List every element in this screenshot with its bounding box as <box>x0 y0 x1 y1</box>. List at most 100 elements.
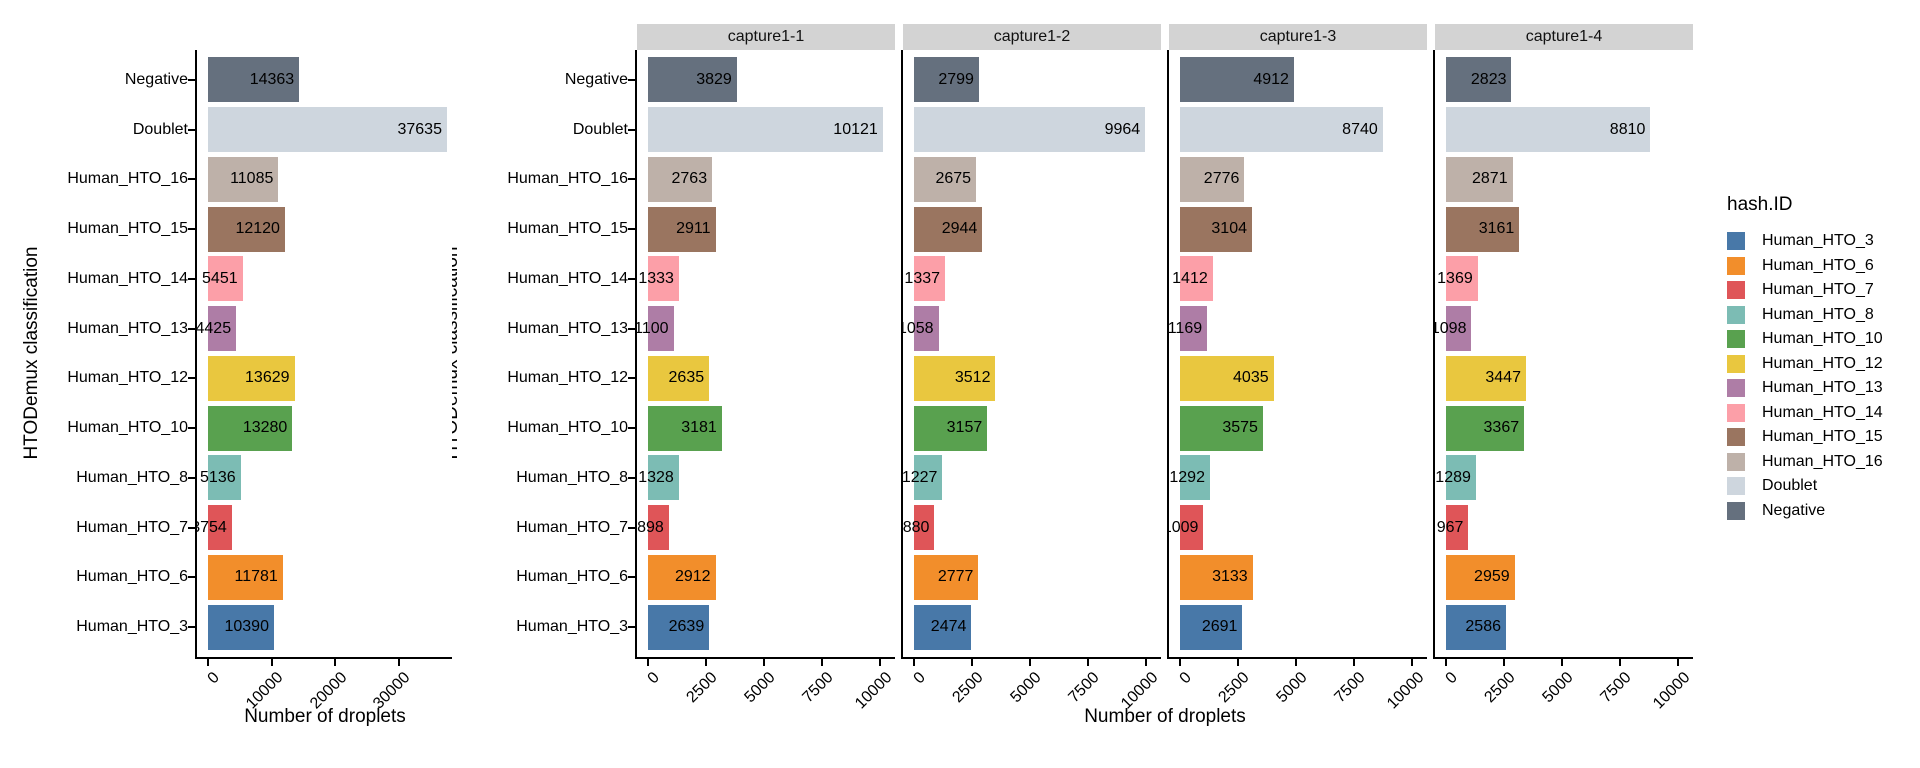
category-label-doublet-overall: Doublet <box>132 120 188 138</box>
y-axis-line-capture1-3 <box>1167 50 1169 659</box>
y-tick-mark <box>628 427 635 430</box>
category-label-human_hto_13-facets: Human_HTO_13 <box>507 319 628 337</box>
y-tick-mark <box>188 128 195 131</box>
x-tick-mark <box>705 659 707 666</box>
bar-value-label: 3133 <box>1212 568 1248 586</box>
x-tick-mark <box>1237 659 1239 666</box>
bar-value-label: 2763 <box>671 170 708 188</box>
x-tick-mark <box>1179 659 1181 666</box>
x-tick-label: 5000 <box>1273 669 1312 707</box>
x-tick-mark <box>1353 659 1355 666</box>
bar-value-label: 1337 <box>904 269 941 287</box>
bar-human_hto_13-capture1-2 <box>914 306 939 352</box>
legend-swatch <box>1727 257 1745 275</box>
bar-value-label: 3161 <box>1478 220 1515 238</box>
bar-value-label: 2823 <box>1470 70 1507 88</box>
x-tick-label: 5000 <box>1539 669 1578 707</box>
x-tick-label: 2500 <box>683 669 722 707</box>
legend-item-label: Doublet <box>1762 477 1818 494</box>
bar-value-label: 4425 <box>197 319 232 337</box>
bar-human_hto_14-capture1-3 <box>1180 256 1213 302</box>
bar-value-label: 11781 <box>234 568 278 586</box>
legend-swatch <box>1727 428 1745 446</box>
bar-value-label: 13280 <box>242 419 288 437</box>
category-label-human_hto_8-facets: Human_HTO_8 <box>516 468 628 486</box>
y-tick-mark <box>188 427 195 430</box>
category-label-negative-facets: Negative <box>564 70 628 88</box>
y-tick-mark <box>628 178 635 181</box>
x-tick-mark <box>1411 659 1413 666</box>
bar-value-label: 13629 <box>245 369 290 387</box>
y-tick-mark <box>188 78 195 81</box>
panel-overall: 14363 37635 11085 12120 5451 4425 13629 13280 51… <box>197 50 452 657</box>
legend-item-label: Human_HTO_10 <box>1762 330 1883 347</box>
x-tick-mark <box>1029 659 1031 666</box>
bar-value-label: 8740 <box>1342 120 1378 138</box>
x-tick-mark <box>1677 659 1679 666</box>
bar-value-label: 1412 <box>1172 269 1208 287</box>
bar-value-label: 3575 <box>1222 419 1258 437</box>
bar-human_hto_14-capture1-1 <box>648 256 679 302</box>
bar-value-label: 10121 <box>833 120 878 138</box>
bar-value-label: 4912 <box>1253 70 1289 88</box>
bar-value-label: 5136 <box>200 468 236 486</box>
legend-item-label: Human_HTO_6 <box>1762 257 1874 274</box>
legend-swatch <box>1727 379 1745 397</box>
bar-human_hto_14-capture1-4 <box>1446 256 1478 302</box>
category-label-human_hto_10-facets: Human_HTO_10 <box>507 419 628 437</box>
bar-human_hto_15-capture1-3 <box>1180 206 1252 252</box>
bar-human_hto_12-capture1-1 <box>648 355 710 401</box>
x-axis-line-capture1-4 <box>1433 657 1693 659</box>
x-tick-mark <box>207 659 209 666</box>
bar-value-label: 3447 <box>1485 369 1521 387</box>
bar-value-label: 2912 <box>674 568 711 586</box>
category-label-human_hto_15-facets: Human_HTO_15 <box>507 220 628 238</box>
y-tick-mark <box>628 377 635 380</box>
category-label-human_hto_3-facets: Human_HTO_3 <box>516 618 628 636</box>
x-tick-label: 10000 <box>851 669 896 713</box>
facet-strip-capture1-4: capture1-4 <box>1435 24 1693 50</box>
bar-human_hto_13-capture1-4 <box>1446 306 1472 352</box>
bar-human_hto_8-capture1-1 <box>648 455 679 501</box>
x-axis-line-capture1-1 <box>635 657 895 659</box>
bar-human_hto_12-capture1-4 <box>1446 355 1526 401</box>
x-tick-mark <box>397 659 400 666</box>
x-tick-mark <box>913 659 915 666</box>
x-tick-mark <box>647 659 649 666</box>
x-axis-title-facets: Number of droplets <box>1084 706 1246 727</box>
bar-value-label: 11085 <box>230 170 274 188</box>
bar-value-label: 2959 <box>1474 568 1510 586</box>
y-tick-mark <box>188 526 195 529</box>
x-tick-mark <box>1561 659 1563 666</box>
legend-swatch <box>1727 404 1745 422</box>
bar-human_hto_8-overall <box>208 455 241 501</box>
bar-human_hto_7-capture1-1 <box>648 505 669 551</box>
bar-value-label: 2639 <box>668 618 705 636</box>
bar-value-label: 5451 <box>202 269 238 287</box>
bar-value-label: 967 <box>1436 518 1464 536</box>
x-tick-mark <box>971 659 973 666</box>
x-tick-label: 0 <box>1176 669 1196 688</box>
x-tick-label: 10000 <box>1649 669 1694 713</box>
y-tick-mark <box>188 476 195 479</box>
x-axis-line-overall <box>195 657 452 659</box>
bar-value-label: 2474 <box>930 618 967 636</box>
bar-human_hto_7-capture1-2 <box>914 505 935 551</box>
category-label-human_hto_6-overall: Human_HTO_6 <box>76 568 188 586</box>
legend-swatch <box>1727 453 1745 471</box>
legend-item-label: Human_HTO_14 <box>1762 404 1883 421</box>
panel-capture1-4: 2823 8810 2871 3161 1369 1098 3447 3367 1289 967 2… <box>1435 50 1693 657</box>
bar-human_hto_6-overall <box>208 554 283 600</box>
legend: hash.ID Human_HTO_3 Human_HTO_6 Human_HTO_… <box>1727 194 1883 520</box>
category-label-negative-overall: Negative <box>124 70 188 88</box>
x-tick-label: 2500 <box>1215 669 1254 707</box>
bar-value-label: 10390 <box>224 618 269 636</box>
bar-human_hto_15-overall <box>208 206 285 252</box>
bar-human_hto_3-overall <box>208 604 274 650</box>
bar-negative-capture1-3 <box>1180 57 1294 103</box>
legend-item-label: Human_HTO_3 <box>1762 232 1874 249</box>
bar-human_hto_16-capture1-2 <box>914 156 977 202</box>
bar-human_hto_13-capture1-3 <box>1180 306 1208 352</box>
facet-strip-capture1-1: capture1-1 <box>637 24 895 50</box>
x-tick-mark <box>334 659 336 666</box>
